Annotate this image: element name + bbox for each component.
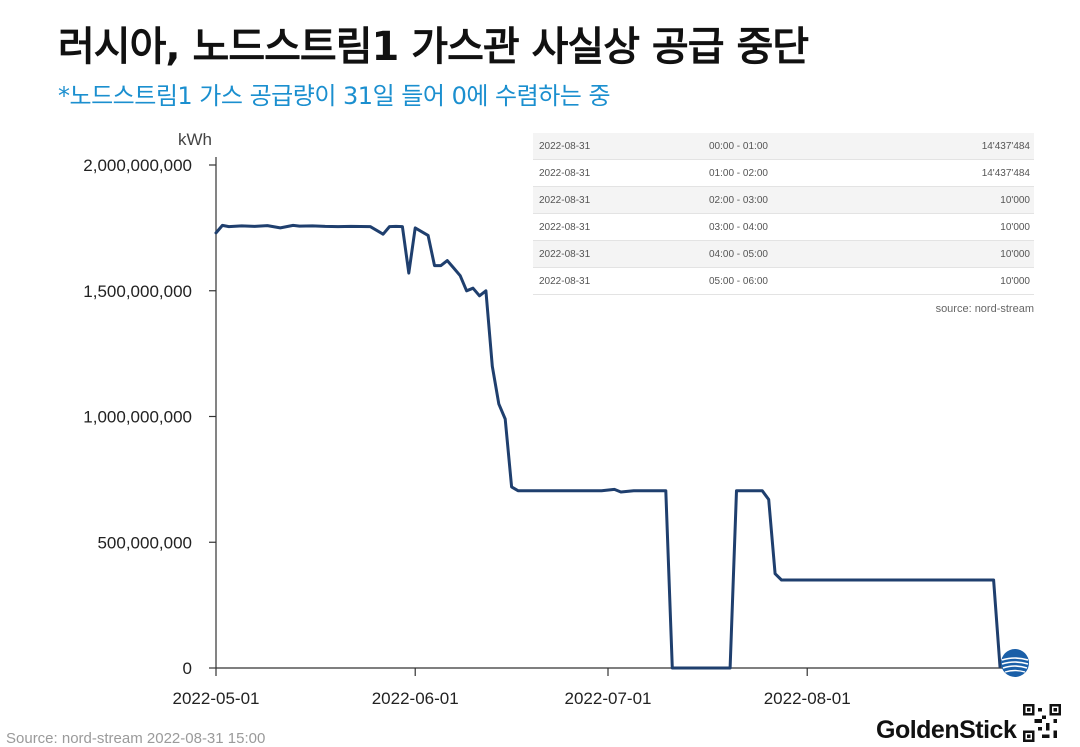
row-time: 04:00 - 05:00 — [709, 248, 768, 260]
row-value: 10'000 — [1000, 221, 1030, 233]
footer-source: Source: nord-stream 2022-08-31 15:00 — [6, 730, 266, 747]
row-time: 01:00 - 02:00 — [709, 167, 768, 179]
row-value: 10'000 — [1000, 194, 1030, 206]
table-row: 2022-08-31 04:00 - 05:00 10'000 — [533, 241, 1034, 268]
table-row: 2022-08-31 02:00 - 03:00 10'000 — [533, 187, 1034, 214]
nord-stream-globe-icon — [1001, 649, 1029, 677]
row-date: 2022-08-31 — [539, 275, 591, 287]
x-tick-label: 2022-07-01 — [565, 689, 652, 708]
row-value: 14'437'484 — [981, 140, 1030, 152]
table-row: 2022-08-31 01:00 - 02:00 14'437'484 — [533, 160, 1034, 187]
page-subtitle: *노드스트림1 가스 공급량이 31일 들어 0에 수렴하는 중 — [58, 82, 611, 110]
row-time: 02:00 - 03:00 — [709, 194, 768, 206]
table-row: 2022-08-31 05:00 - 06:00 10'000 — [533, 268, 1034, 295]
row-date: 2022-08-31 — [539, 167, 591, 179]
row-time: 05:00 - 06:00 — [709, 275, 768, 287]
y-tick-label: 2,000,000,000 — [83, 156, 192, 175]
y-tick-label: 1,500,000,000 — [83, 282, 192, 301]
x-tick-label: 2022-05-01 — [173, 689, 260, 708]
x-tick-label: 2022-06-01 — [372, 689, 459, 708]
y-axis-unit-label: kWh — [178, 130, 212, 149]
y-tick-label: 0 — [183, 659, 192, 678]
hourly-flow-table: 2022-08-31 00:00 - 01:00 14'437'484 2022-08… — [533, 133, 1034, 315]
row-value: 10'000 — [1000, 248, 1030, 260]
page-title: 러시아, 노드스트림1 가스관 사실상 공급 중단 — [58, 24, 809, 70]
row-date: 2022-08-31 — [539, 194, 591, 206]
row-date: 2022-08-31 — [539, 221, 591, 233]
row-value: 10'000 — [1000, 275, 1030, 287]
row-date: 2022-08-31 — [539, 248, 591, 260]
y-tick-label: 1,000,000,000 — [83, 408, 192, 427]
row-value: 14'437'484 — [981, 167, 1030, 179]
row-date: 2022-08-31 — [539, 140, 591, 152]
x-tick-label: 2022-08-01 — [764, 689, 851, 708]
series-line-gas-flow — [214, 223, 1002, 670]
row-time: 03:00 - 04:00 — [709, 221, 768, 233]
inset-source-label: source: nord-stream — [935, 303, 1034, 315]
row-time: 00:00 - 01:00 — [709, 140, 768, 152]
qr-code-icon — [1023, 704, 1061, 742]
brand-logo: GoldenStick — [876, 716, 1017, 744]
y-tick-label: 500,000,000 — [97, 533, 192, 552]
table-row: 2022-08-31 00:00 - 01:00 14'437'484 — [533, 133, 1034, 160]
table-row: 2022-08-31 03:00 - 04:00 10'000 — [533, 214, 1034, 241]
